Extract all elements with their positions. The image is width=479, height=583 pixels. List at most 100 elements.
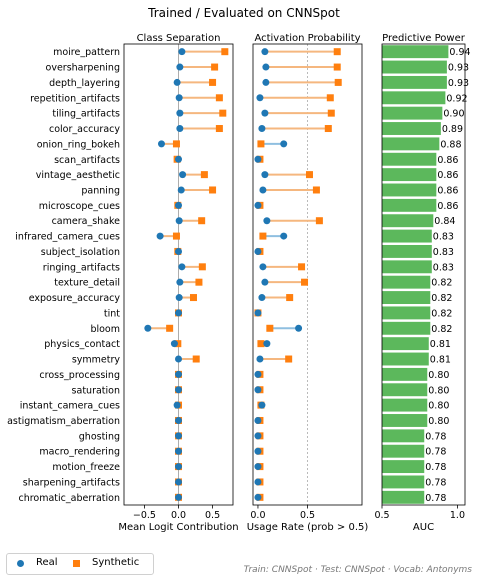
auc-bar [382,122,441,135]
auc-bar [382,321,431,335]
category-label: sharpening_artifacts [23,477,120,488]
auc-bar [382,198,437,212]
category-label: ringing_artifacts [43,262,120,273]
x-tick-label: 1.0 [450,510,465,521]
real-point [261,109,269,117]
legend-real-label: Real [36,557,58,568]
real-point [254,432,262,440]
x-tick-label: 0.0 [171,510,186,521]
auc-bar [382,214,434,228]
auc-bar [382,306,431,320]
category-label: moire_pattern [53,47,120,58]
real-point [144,324,152,332]
auc-value-label: 0.92 [446,93,467,104]
synthetic-point [172,140,180,148]
category-label: macro_rendering [39,447,120,458]
footer-caption: Train: CNNSpot · Test: CNNSpot · Vocab: … [243,565,472,575]
category-label: depth_layering [49,78,120,89]
real-point [254,247,262,255]
category-label: camera_shake [52,216,121,227]
real-point [175,478,182,486]
real-point [178,48,186,56]
auc-value-label: 0.84 [434,216,455,227]
synthetic-point [172,232,180,240]
synthetic-point [195,278,203,286]
real-point [254,463,262,471]
real-point [176,63,184,71]
auc-value-label: 0.78 [425,431,446,442]
real-point [263,340,271,348]
real-point [173,78,181,86]
x-tick-label: −0.5 [133,510,156,521]
synthetic-point [324,125,332,133]
synthetic-point [333,63,341,71]
category-label: tint [104,308,120,319]
synthetic-point [285,355,293,363]
figure-title: Trained / Evaluated on CNNSpot [147,6,340,20]
auc-value-label: 0.86 [437,201,458,212]
real-point [157,140,165,148]
x-axis-label: Usage Rate (prob > 0.5) [247,522,369,533]
synthetic-point [221,48,229,56]
auc-value-label: 0.94 [449,47,470,58]
synthetic-point [257,340,265,348]
category-label: texture_detail [54,278,120,289]
x-axis-label: Mean Logit Contribution [118,522,238,533]
auc-value-label: 0.80 [428,401,449,412]
auc-value-label: 0.86 [437,185,458,196]
synthetic-point [305,171,313,179]
synthetic-point [200,171,208,179]
auc-bar [382,398,428,412]
real-point [262,63,270,71]
legend-synthetic-marker [73,560,80,567]
category-label: chromatic_aberration [18,493,120,504]
auc-bar [382,229,432,243]
category-label: bloom [90,324,120,335]
auc-value-label: 0.81 [430,355,451,366]
panel-title: Class Separation [137,33,221,44]
real-point [254,386,262,394]
synthetic-point [286,294,294,302]
synthetic-point [266,324,274,332]
real-point [258,401,266,409]
real-point [175,155,182,163]
category-label: exposure_accuracy [29,293,121,304]
auc-value-label: 0.82 [431,278,452,289]
auc-value-label: 0.83 [433,232,454,243]
category-label: symmetry [72,355,121,366]
auc-value-label: 0.78 [425,447,446,458]
auc-bar [382,337,429,351]
real-point [261,278,269,286]
auc-value-label: 0.93 [448,63,469,74]
auc-value-label: 0.82 [431,308,452,319]
real-point [175,355,182,363]
panel-title: Predictive Power [382,33,466,44]
real-point [175,432,182,440]
auc-bar [382,91,446,105]
panel-frame [381,43,466,506]
real-point [175,386,182,394]
auc-bar [382,367,428,381]
category-label: motion_freeze [52,462,120,473]
category-label: astigmatism_aberration [7,416,120,427]
real-point [258,294,266,302]
real-point [175,247,182,255]
real-point [254,493,262,501]
auc-value-label: 0.80 [428,385,449,396]
auc-value-label: 0.78 [425,493,446,504]
auc-value-label: 0.83 [433,247,454,258]
auc-bar [382,352,429,366]
category-label: saturation [72,385,120,396]
auc-bar [382,45,449,59]
real-point [254,370,262,378]
category-label: cross_processing [39,370,120,381]
real-point [178,263,186,271]
category-label: vintage_aesthetic [36,170,120,181]
auc-value-label: 0.78 [425,462,446,473]
real-point [179,171,187,179]
category-label: physics_contact [44,339,120,350]
synthetic-point [209,78,217,86]
auc-bar [382,244,432,258]
